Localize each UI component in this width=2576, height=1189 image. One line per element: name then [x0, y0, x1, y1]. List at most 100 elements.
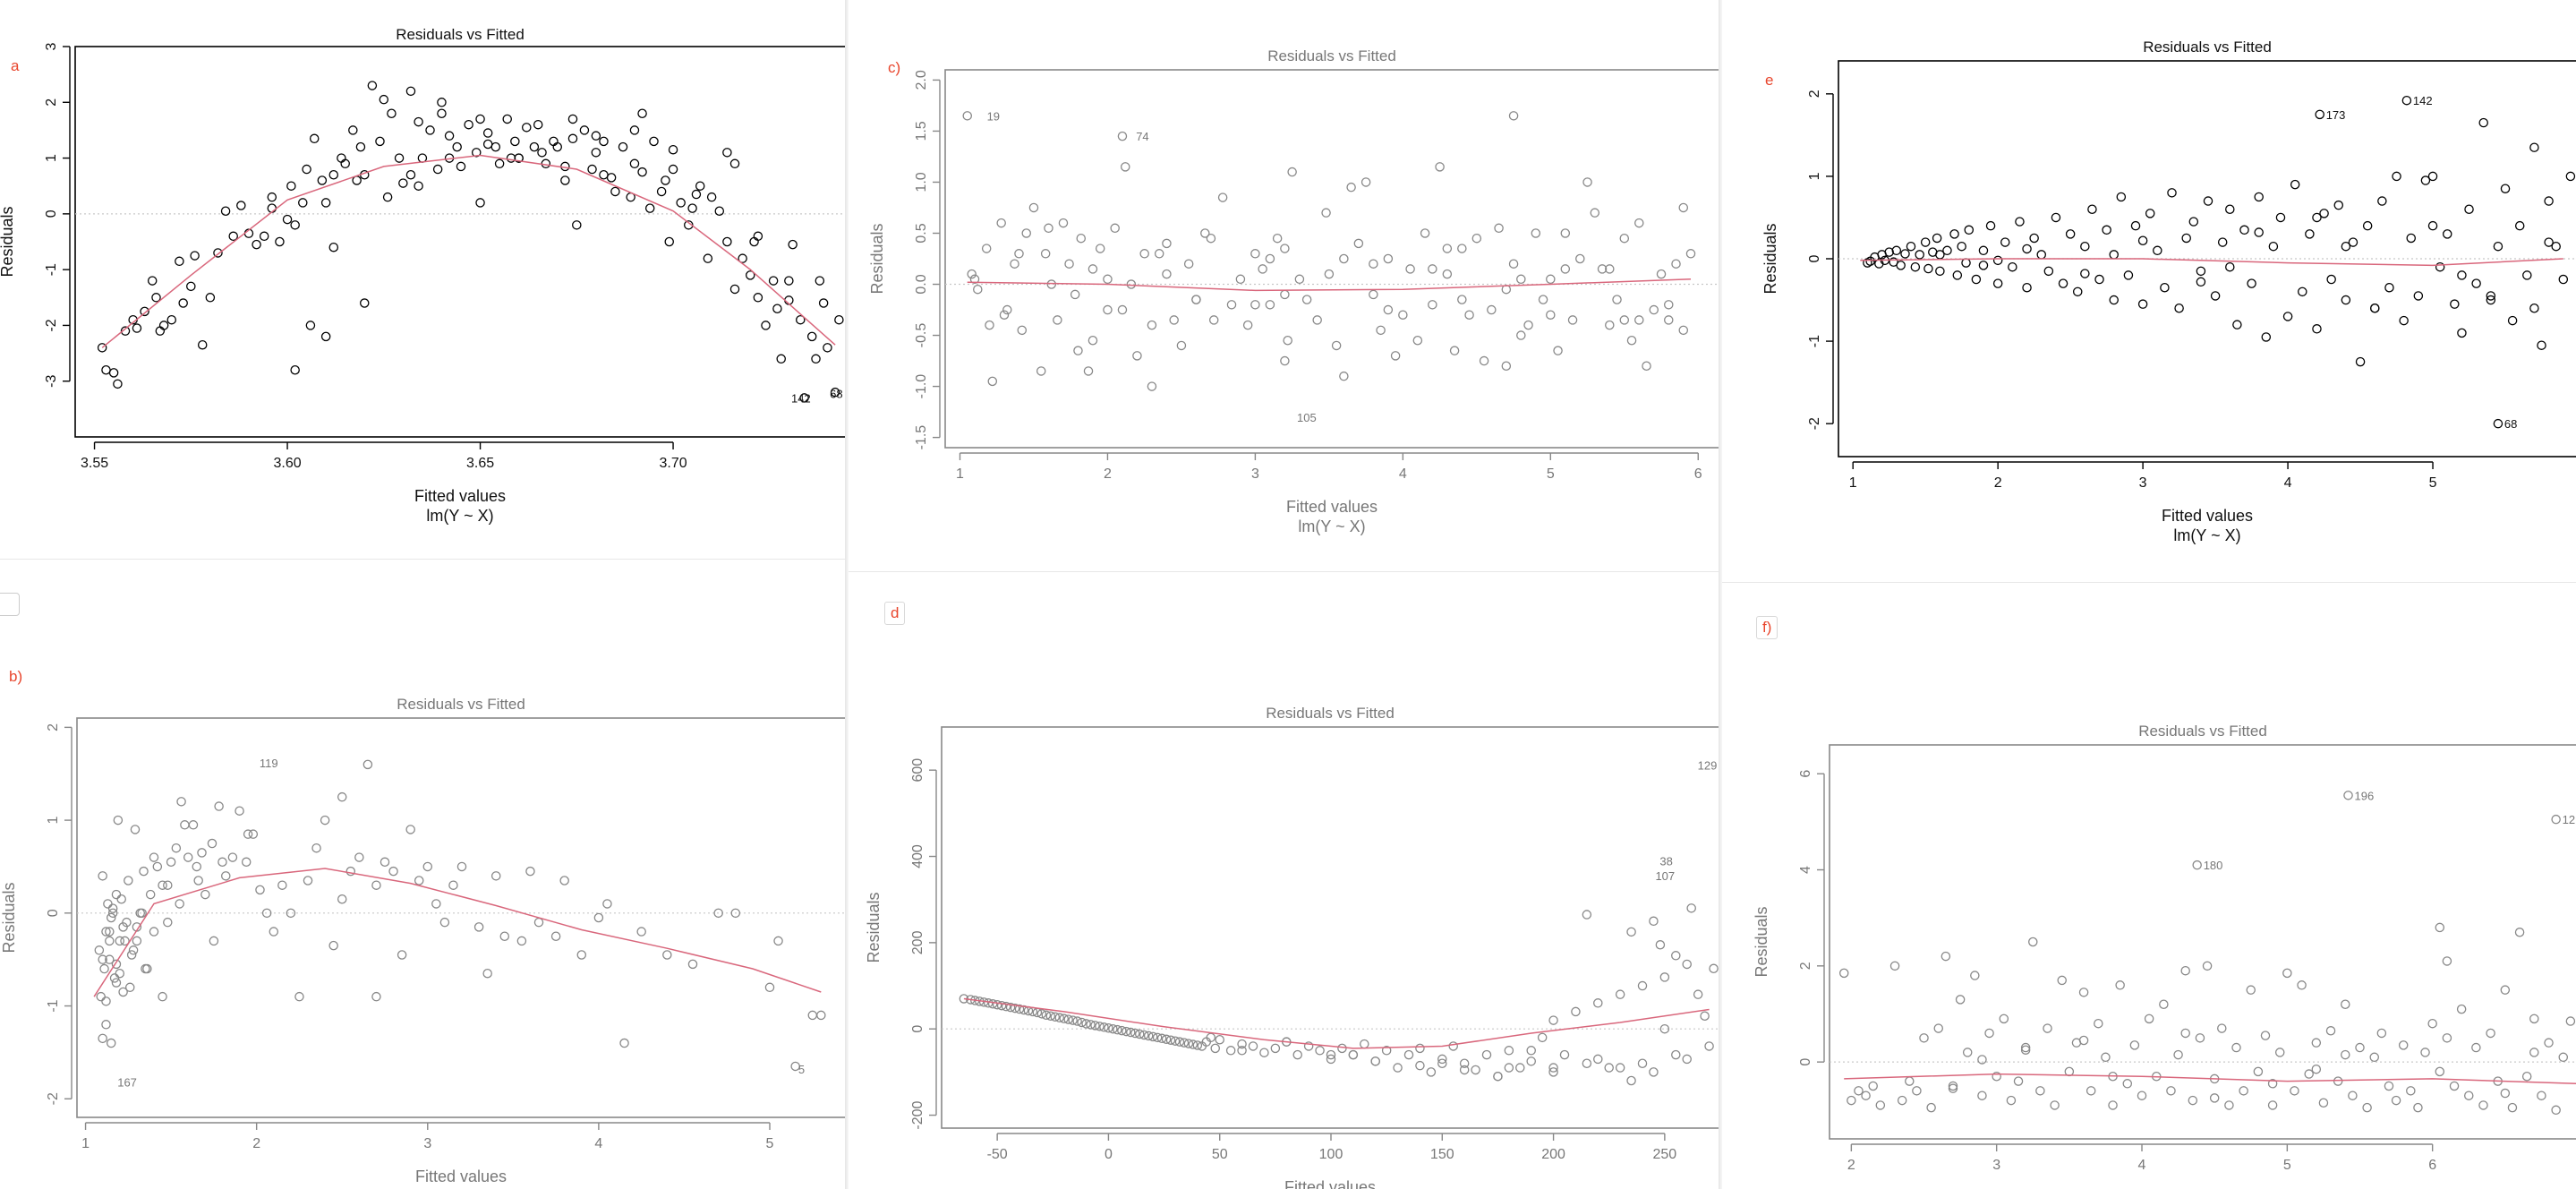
data-point — [1046, 279, 1057, 289]
data-point — [1045, 1011, 1056, 1022]
data-point — [2231, 1042, 2241, 1053]
chart-panel-a: Residuals vs Fitted 3.55 3.60 3.65 3.70 -3 -2 -… — [0, 0, 845, 559]
data-point — [205, 293, 216, 303]
data-point — [1041, 1010, 1052, 1021]
data-point — [784, 276, 794, 286]
data-point — [1942, 245, 1952, 256]
y-tick-label: -1 — [46, 999, 61, 1012]
data-point — [137, 908, 147, 919]
data-point — [482, 139, 493, 150]
data-point — [2544, 196, 2554, 206]
collapsed-widget[interactable] — [0, 593, 20, 616]
data-point — [103, 899, 113, 909]
data-point — [1948, 1081, 1958, 1091]
data-point — [1117, 131, 1128, 141]
data-point — [1265, 300, 1275, 310]
y-tick-label: 0.0 — [914, 274, 929, 294]
data-point — [2486, 291, 2496, 301]
plot-frame — [74, 46, 845, 438]
data-point — [490, 141, 501, 152]
data-point — [186, 281, 196, 292]
data-point — [2427, 171, 2438, 182]
data-point — [1005, 1002, 1016, 1013]
data-point — [448, 880, 458, 890]
data-point — [2529, 303, 2539, 313]
data-point — [522, 123, 532, 133]
data-point — [1126, 279, 1137, 289]
data-point — [2413, 1102, 2423, 1113]
data-point — [1546, 274, 1556, 285]
data-point — [1449, 346, 1460, 355]
data-point — [197, 848, 207, 858]
data-point — [2369, 1052, 2379, 1063]
data-point — [1242, 320, 1253, 330]
data-point — [2275, 212, 2286, 223]
x-tick-label: 4 — [2138, 1158, 2146, 1173]
data-point — [2355, 1042, 2365, 1053]
data-point — [432, 164, 443, 175]
data-point — [1659, 1023, 1670, 1034]
data-point — [1957, 241, 1966, 252]
data-point — [1905, 1076, 1915, 1086]
data-point — [2312, 212, 2322, 223]
data-point — [2457, 328, 2467, 338]
data-point — [414, 116, 423, 127]
data-point — [2493, 418, 2503, 429]
data-point — [1442, 244, 1453, 253]
data-point — [2377, 196, 2387, 206]
data-point — [2181, 233, 2191, 244]
data-point — [1693, 989, 1703, 999]
data-point — [252, 239, 261, 250]
x-tick-label: 4 — [2284, 475, 2292, 491]
data-point — [1036, 366, 1046, 376]
data-point — [1935, 250, 1945, 260]
data-point — [514, 153, 524, 163]
y-tick-label: 1 — [44, 154, 59, 162]
data-point — [2362, 220, 2373, 231]
data-point — [1575, 253, 1585, 264]
data-point — [1952, 270, 1963, 280]
data-point — [962, 111, 972, 121]
data-point — [1508, 111, 1519, 121]
x-tick-label: 1 — [956, 466, 964, 482]
data-point — [152, 861, 163, 872]
data-point — [1515, 1063, 1525, 1073]
data-point — [1174, 1037, 1185, 1047]
data-point — [1021, 228, 1031, 238]
data-point — [1977, 1091, 1987, 1100]
data-point — [506, 153, 516, 163]
chart-title: Residuals vs Fitted — [1267, 47, 1396, 64]
data-point — [2507, 1102, 2518, 1113]
data-point — [163, 880, 173, 890]
data-point — [1678, 325, 1689, 336]
data-point — [1301, 295, 1312, 304]
data-point — [2145, 209, 2155, 218]
data-point — [1383, 253, 1394, 264]
data-point — [380, 857, 390, 868]
data-point — [1619, 315, 1630, 325]
outlier-label: 5 — [798, 1063, 805, 1076]
data-point — [471, 148, 482, 158]
data-point — [337, 791, 347, 802]
data-point — [405, 825, 415, 834]
data-point — [1642, 361, 1651, 372]
data-point — [2210, 291, 2221, 301]
data-point — [1604, 1063, 1614, 1073]
data-point — [2137, 299, 2148, 309]
data-point — [1437, 1054, 1447, 1065]
outlier-label: 167 — [117, 1076, 137, 1090]
data-point — [1531, 228, 1541, 238]
data-point — [1597, 264, 1608, 274]
x-tick-label: 3 — [2139, 475, 2147, 491]
data-point — [1949, 229, 1959, 239]
data-point — [1370, 1056, 1380, 1066]
data-point — [599, 136, 609, 147]
data-point — [1479, 355, 1489, 366]
data-point — [987, 376, 998, 387]
data-point — [2020, 1045, 2031, 1055]
data-point — [139, 866, 149, 877]
data-point — [1854, 1086, 1864, 1096]
data-point — [2305, 229, 2315, 239]
data-point — [178, 298, 188, 308]
data-point — [591, 148, 601, 158]
